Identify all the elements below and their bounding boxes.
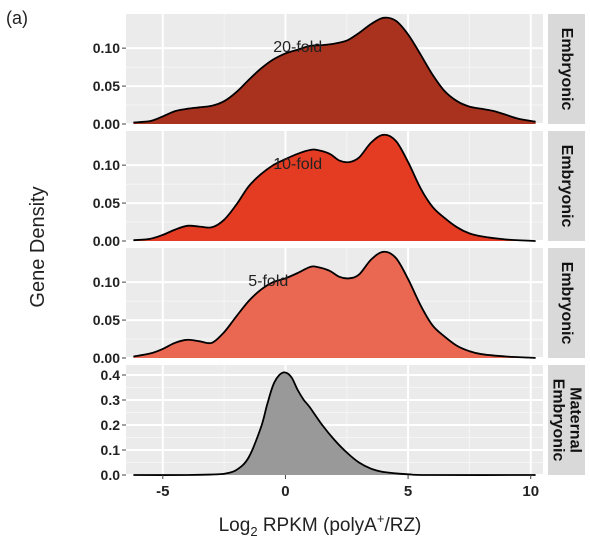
y-tick-label: 0.10 [93,274,120,290]
x-tick-label: 5 [404,483,412,500]
density-area [133,134,536,241]
density-curve [133,16,536,124]
facet-strip [548,14,585,124]
x-axis-label-main: Log [219,515,251,536]
density-area [133,372,536,476]
x-axis-label: Log2 RPKM (polyA+/RZ) [219,511,422,539]
y-tick-label: 0.1 [101,442,121,458]
y-tick-label: 0.10 [93,157,120,173]
y-axis-label: Gene Density [27,186,49,307]
y-tick-label: 0.10 [93,40,120,56]
facet-strip-label: Embryonic [550,379,567,462]
facet-strip-label: Embryonic [558,145,575,228]
figure-label: (a) [6,8,28,28]
density-curve [133,371,536,476]
facet-strip [548,131,585,241]
facet-strip-label: Embryonic [558,28,575,111]
panel-3: 0.00 0.05 0.10 5-fold Embryonic [93,248,585,366]
y-tick-label: 0.05 [93,78,120,94]
panel-2: 0.00 0.05 0.10 10-fold Embryonic [93,131,585,249]
facet-strip [548,248,585,358]
x-axis-label-sub: 2 [250,524,257,539]
density-area [133,251,536,358]
y-tick-label: 0.4 [101,367,121,383]
y-tick-label: 0.3 [101,392,121,408]
x-tick-label: 0 [281,483,289,500]
fold-annotation: 20-fold [273,39,322,56]
fold-annotation: 10-fold [273,156,322,173]
x-axis-label-sup: + [377,511,385,526]
panel-1: 0.00 0.05 0.10 20-fold Embryonic [93,14,585,132]
y-tick-label: 0.05 [93,312,120,328]
x-axis-label-end: /RZ) [384,515,421,536]
facet-strip-label: Embryonic [558,262,575,345]
y-tick-label: 0.00 [93,116,120,132]
y-tick-label: 0.0 [101,467,121,483]
x-tick-label: -5 [156,483,169,500]
y-tick-label: 0.00 [93,233,120,249]
fold-annotation: 5-fold [248,273,288,290]
density-curve [133,250,536,359]
x-axis: -5 0 5 10 [156,475,539,500]
x-tick-label: 10 [522,483,539,500]
facet-strip-label: Maternal [567,387,584,453]
density-area [133,17,536,124]
y-tick-label: 0.00 [93,350,120,366]
y-tick-label: 0.05 [93,195,120,211]
y-tick-label: 0.2 [101,417,121,433]
x-axis-label-rest: RPKM (polyA [258,515,378,536]
facet-strip [548,365,585,475]
density-curve [133,133,536,242]
panels-group: 0.000.050.10 20-fold Embryonic0.000.050.10… [93,14,585,483]
